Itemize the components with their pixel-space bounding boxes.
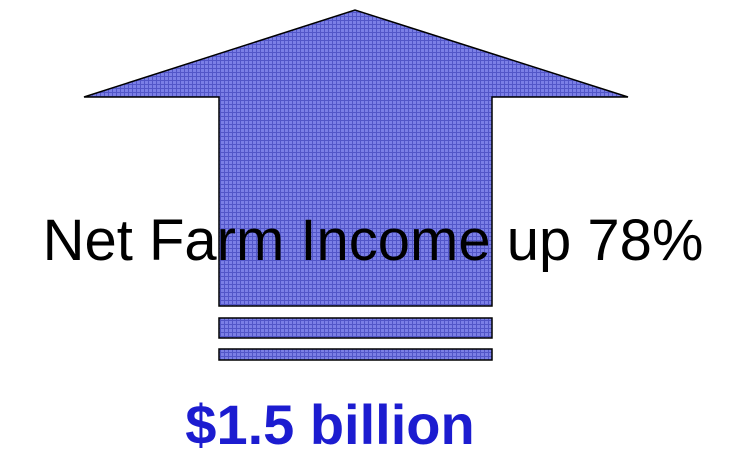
amount-text: $1.5 billion <box>185 393 475 454</box>
arrow-body <box>83 9 629 307</box>
arrow-base-bar-2 <box>218 348 493 361</box>
headline-text: Net Farm Income up 78% <box>42 208 704 273</box>
arrow-base-bar-1 <box>218 317 493 339</box>
